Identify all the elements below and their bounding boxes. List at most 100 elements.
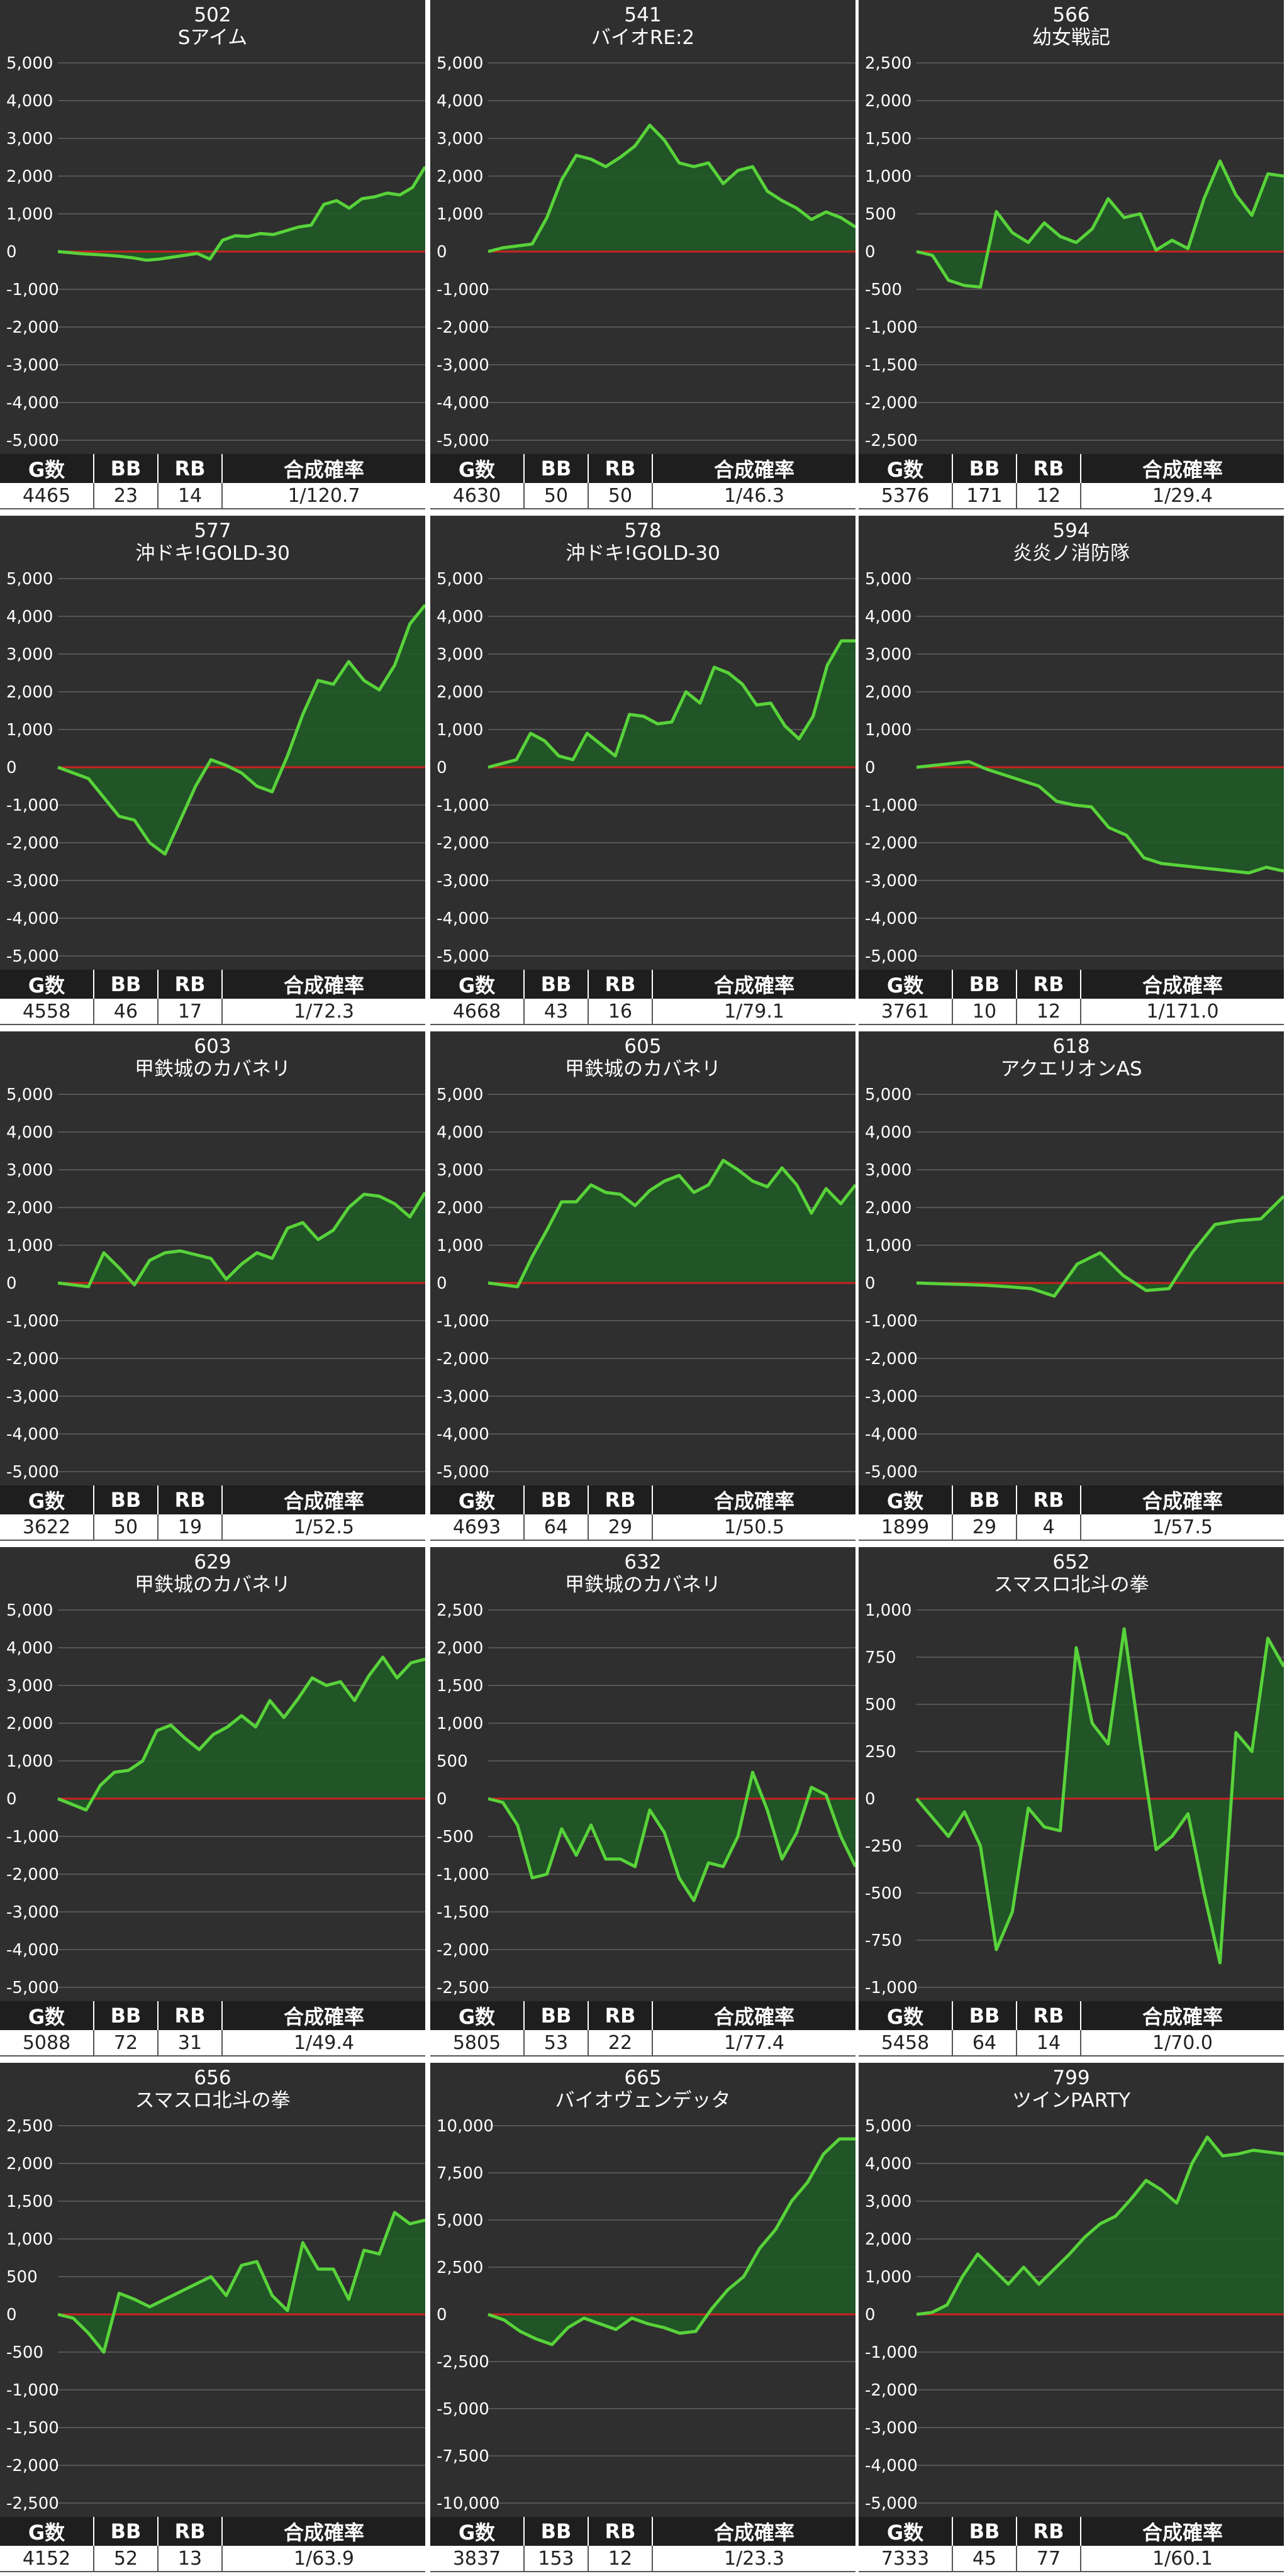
stats-header-rb: RB bbox=[158, 2517, 223, 2546]
machine-panel: 618 アクエリオンAS 5,000 4,000 3,000 2,000 1,000 0 -1,… bbox=[859, 1031, 1284, 1541]
y-tick-label: 7,500 bbox=[437, 2164, 483, 2183]
stats-header-rate: 合成確率 bbox=[1081, 970, 1284, 999]
machine-number: 578 bbox=[624, 519, 662, 542]
stats-value-bb: 45 bbox=[952, 2546, 1017, 2572]
line-chart: 5,000 4,000 3,000 2,000 1,000 0 -1,000 -2,000 -3… bbox=[6, 1085, 425, 1482]
y-tick-label: 4,000 bbox=[6, 608, 53, 626]
y-tick-label: -4,000 bbox=[437, 394, 489, 413]
y-tick-label: -2,000 bbox=[437, 318, 489, 337]
y-tick-label: -2,000 bbox=[865, 394, 918, 413]
machine-panel: 629 甲鉄城のカバネリ 5,000 4,000 3,000 2,000 1,000 0 -1,… bbox=[0, 1547, 425, 2057]
stats-header-rate: 合成確率 bbox=[1081, 2517, 1284, 2546]
y-tick-label: 2,000 bbox=[6, 1199, 53, 1218]
stats-value-rb: 12 bbox=[588, 2546, 653, 2572]
stats-value-bb: 52 bbox=[94, 2546, 159, 2572]
y-tick-label: 3,000 bbox=[865, 1161, 911, 1180]
y-tick-label: 1,000 bbox=[437, 205, 483, 224]
stats-value-bb: 171 bbox=[952, 483, 1017, 509]
machine-number: 799 bbox=[1052, 2067, 1090, 2089]
stats-table: G数 BB RB 合成確率 3837 153 12 1/23.3 bbox=[430, 2517, 855, 2572]
stats-value-bb: 50 bbox=[524, 483, 589, 509]
stats-table: G数 BB RB 合成確率 5088 72 31 1/49.4 bbox=[0, 2001, 425, 2057]
area-fill bbox=[488, 125, 855, 252]
y-tick-label: 3,000 bbox=[437, 645, 483, 664]
y-tick-label: 3,000 bbox=[865, 2192, 911, 2211]
stats-header-rate: 合成確率 bbox=[222, 970, 425, 999]
y-tick-label: -1,000 bbox=[6, 1828, 59, 1846]
stats-value-rb: 50 bbox=[588, 483, 653, 509]
y-tick-label: -1,500 bbox=[437, 1903, 489, 1922]
area-fill bbox=[58, 1192, 425, 1287]
stats-header-rb: RB bbox=[1017, 970, 1081, 999]
machine-panel: 577 沖ドキ!GOLD-30 5,000 4,000 3,000 2,000 1,000 0… bbox=[0, 516, 425, 1025]
series-line bbox=[488, 123, 855, 253]
y-tick-label: 4,000 bbox=[865, 608, 911, 626]
y-tick-label: -2,000 bbox=[6, 1350, 59, 1368]
stats-header-rate: 合成確率 bbox=[652, 454, 855, 483]
y-tick-label: 2,000 bbox=[865, 683, 911, 702]
stats-value-rb: 4 bbox=[1017, 1514, 1081, 1541]
stats-value-rate: 1/72.3 bbox=[222, 999, 425, 1025]
y-tick-label: 5,000 bbox=[6, 54, 53, 73]
y-tick-label: -3,000 bbox=[6, 872, 59, 891]
line-chart: 5,000 4,000 3,000 2,000 1,000 0 -1,000 -2,000 -3… bbox=[437, 54, 855, 450]
stats-value-rb: 12 bbox=[1017, 999, 1081, 1025]
series-line bbox=[57, 604, 425, 856]
stats-header-rate: 合成確率 bbox=[652, 2001, 855, 2030]
y-tick-label: -4,000 bbox=[437, 1425, 489, 1444]
y-tick-label: 4,000 bbox=[437, 1123, 483, 1142]
y-tick-label: 750 bbox=[865, 1648, 896, 1667]
y-tick-label: -3,000 bbox=[437, 1387, 489, 1406]
y-tick-label: 1,000 bbox=[865, 1236, 911, 1255]
y-tick-label: -1,000 bbox=[6, 796, 59, 815]
machine-number: 665 bbox=[624, 2067, 662, 2089]
y-tick-label: 1,500 bbox=[437, 1677, 483, 1696]
stats-table: G数 BB RB 合成確率 3761 10 12 1/171.0 bbox=[859, 970, 1284, 1025]
y-tick-label: 0 bbox=[437, 1790, 447, 1809]
y-tick-label: -3,000 bbox=[437, 356, 489, 375]
y-tick-label: 1,000 bbox=[437, 1236, 483, 1255]
line-chart: 5,000 4,000 3,000 2,000 1,000 0 -1,000 -2,000 -3… bbox=[6, 1601, 425, 1997]
machine-title: スマスロ北斗の拳 bbox=[993, 1574, 1149, 1596]
stats-value-rb: 14 bbox=[158, 483, 223, 509]
y-tick-label: 4,000 bbox=[6, 92, 53, 111]
stats-value-g: 4668 bbox=[430, 999, 525, 1025]
machine-number: 656 bbox=[194, 2067, 231, 2089]
y-tick-label: 0 bbox=[6, 1790, 17, 1809]
stats-value-rate: 1/120.7 bbox=[222, 483, 425, 509]
y-tick-label: -500 bbox=[6, 2343, 43, 2362]
y-tick-label: -2,500 bbox=[437, 2353, 489, 2372]
area-fill bbox=[488, 1772, 855, 1901]
stats-value-bb: 153 bbox=[524, 2546, 589, 2572]
y-tick-label: 5,000 bbox=[865, 570, 911, 589]
y-tick-label: -1,000 bbox=[437, 1865, 489, 1884]
stats-value-rb: 31 bbox=[158, 2030, 223, 2057]
stats-header-g: G数 bbox=[859, 1485, 953, 1514]
stats-value-rate: 1/29.4 bbox=[1081, 483, 1284, 509]
area-fill bbox=[488, 641, 855, 767]
y-tick-label: -2,000 bbox=[865, 1350, 918, 1368]
stats-value-rb: 22 bbox=[588, 2030, 653, 2057]
y-tick-label: -4,000 bbox=[865, 1425, 918, 1444]
machine-number: 603 bbox=[194, 1035, 231, 1058]
y-tick-label: 500 bbox=[6, 2268, 38, 2287]
stats-value-bb: 29 bbox=[952, 1514, 1017, 1541]
y-tick-label: -500 bbox=[865, 1884, 902, 1903]
y-tick-label: -2,000 bbox=[437, 1350, 489, 1368]
machine-number: 502 bbox=[194, 4, 231, 26]
y-tick-label: -1,000 bbox=[865, 1312, 918, 1331]
stats-header-g: G数 bbox=[859, 2517, 953, 2546]
y-tick-label: 4,000 bbox=[6, 1639, 53, 1658]
stats-header-rate: 合成確率 bbox=[652, 2517, 855, 2546]
machine-panel: 652 スマスロ北斗の拳 1,000 750 500 250 0 -250 -500 -750 -1… bbox=[859, 1547, 1284, 2057]
y-tick-label: -1,000 bbox=[437, 1312, 489, 1331]
y-tick-label: 0 bbox=[6, 2306, 17, 2324]
y-tick-label: -1,000 bbox=[437, 280, 489, 299]
stats-header-g: G数 bbox=[0, 2517, 94, 2546]
y-tick-label: 5,000 bbox=[865, 2117, 911, 2136]
stats-value-rb: 19 bbox=[158, 1514, 223, 1541]
line-chart: 2,500 2,000 1,500 1,000 500 0 -500 -1,000 -1,500… bbox=[865, 54, 1284, 450]
y-tick-label: -2,000 bbox=[437, 1941, 489, 1960]
y-tick-label: 1,000 bbox=[865, 167, 911, 186]
